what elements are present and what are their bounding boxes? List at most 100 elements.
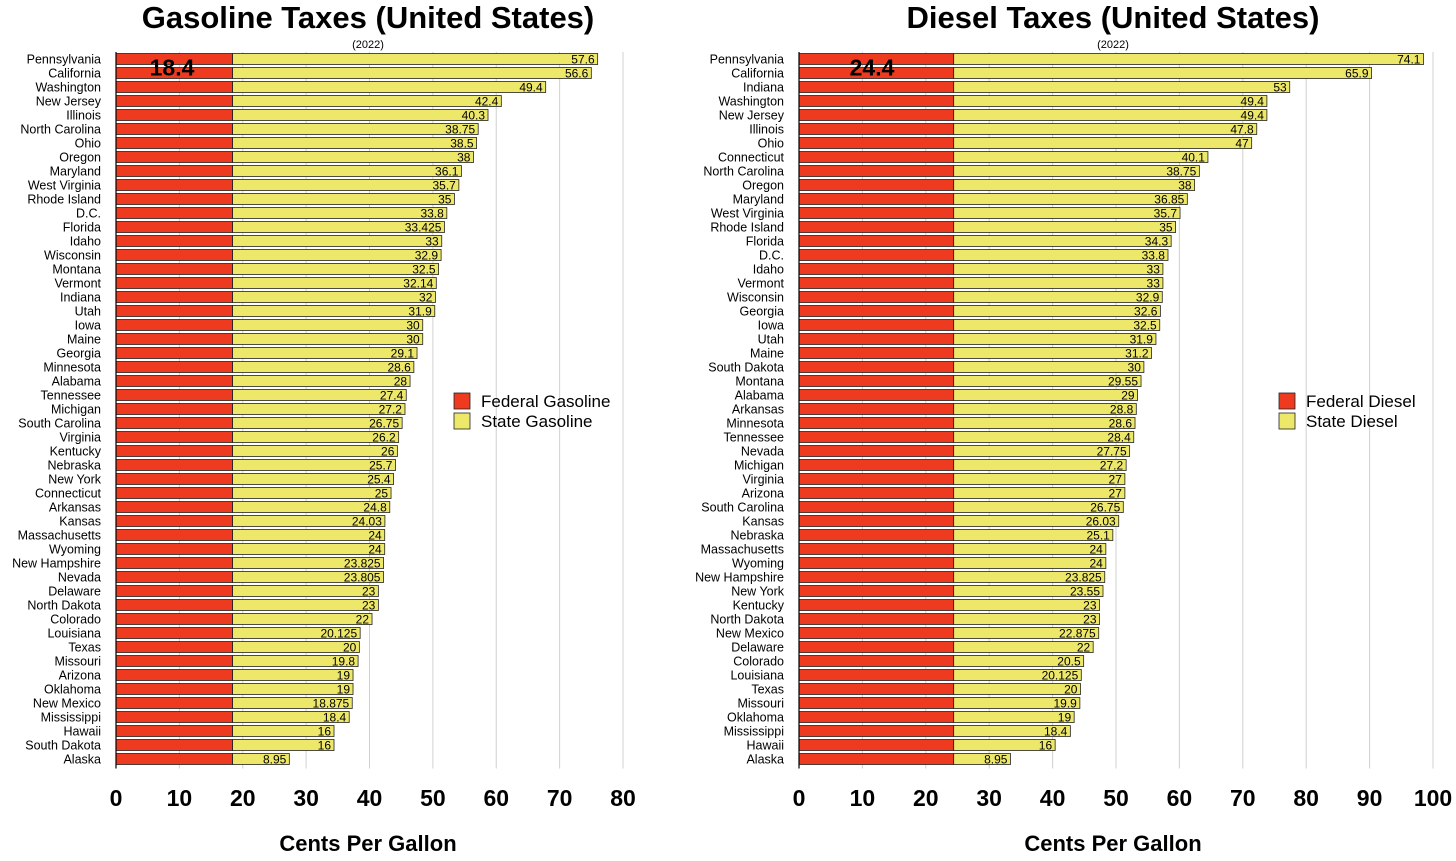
category-label: Maryland	[50, 165, 101, 179]
federal-bar	[798, 361, 955, 373]
federal-bar	[798, 683, 955, 695]
value-label: 38.75	[1166, 165, 1196, 179]
category-label: Arkansas	[732, 403, 784, 417]
federal-bar	[115, 207, 234, 219]
federal-bar	[115, 683, 234, 695]
value-label: 33	[1147, 263, 1161, 277]
value-label: 23.805	[344, 571, 381, 585]
value-label: 38.5	[450, 137, 474, 151]
value-label: 22	[356, 613, 370, 627]
chart-gasoline: Gasoline Taxes (United States) (2022) Penn…	[12, 0, 636, 856]
category-label: Texas	[751, 683, 784, 697]
state-bar	[232, 137, 478, 149]
federal-bar	[798, 179, 955, 191]
state-bar	[232, 95, 502, 107]
state-bar	[232, 389, 407, 401]
value-label: 56.6	[565, 67, 589, 81]
state-bar	[953, 193, 1188, 205]
state-bar	[232, 501, 391, 513]
state-bar	[232, 627, 361, 639]
state-bar	[953, 123, 1258, 135]
category-label: New York	[731, 585, 785, 599]
value-label: 49.4	[519, 81, 543, 95]
category-label: Hawaii	[746, 739, 784, 753]
state-bar	[953, 291, 1163, 303]
federal-bar	[115, 417, 234, 429]
federal-bar	[115, 151, 234, 163]
federal-bar	[115, 529, 234, 541]
state-bar	[953, 613, 1100, 625]
federal-bar	[798, 655, 955, 667]
value-label: 16	[1039, 739, 1053, 753]
category-label: Alabama	[735, 389, 784, 403]
state-bar	[232, 459, 396, 471]
value-label: 47	[1235, 137, 1249, 151]
value-label: 32.5	[1133, 319, 1157, 333]
state-bar	[232, 403, 406, 415]
value-label: 57.6	[571, 53, 595, 67]
category-label: Minnesota	[726, 417, 784, 431]
category-label: Oklahoma	[44, 683, 101, 697]
chart-title: Gasoline Taxes (United States)	[142, 0, 595, 35]
state-bar	[232, 417, 403, 429]
category-label: Texas	[68, 641, 101, 655]
federal-bar	[798, 193, 955, 205]
state-bar	[232, 109, 489, 121]
federal-bar	[115, 501, 234, 513]
state-bar	[953, 277, 1164, 289]
state-bar	[232, 235, 443, 247]
category-label: Mississippi	[724, 725, 784, 739]
state-bar	[232, 193, 455, 205]
federal-bar	[115, 585, 234, 597]
federal-bar	[798, 585, 955, 597]
value-label: 35.7	[1154, 207, 1178, 221]
value-label: 19	[337, 683, 351, 697]
x-tick-label: 80	[1293, 785, 1319, 811]
x-tick-label: 20	[913, 785, 939, 811]
federal-bar	[798, 711, 955, 723]
category-label: New Mexico	[33, 697, 101, 711]
state-bar	[953, 137, 1253, 149]
state-bar	[953, 459, 1127, 471]
value-label: 26.75	[1090, 501, 1120, 515]
federal-bar	[798, 599, 955, 611]
state-bar	[953, 753, 1011, 765]
federal-bar	[798, 697, 955, 709]
x-tick-label: 90	[1357, 785, 1383, 811]
federal-bar	[115, 291, 234, 303]
value-label: 26.03	[1086, 515, 1116, 529]
state-bar	[953, 375, 1142, 387]
category-label: Alabama	[52, 375, 101, 389]
category-label: Idaho	[753, 263, 784, 277]
federal-bar	[798, 137, 955, 149]
state-bar	[232, 291, 436, 303]
category-label: Nebraska	[731, 529, 785, 543]
federal-bar	[115, 333, 234, 345]
federal-bar	[115, 599, 234, 611]
category-label: North Dakota	[710, 613, 784, 627]
federal-bar	[798, 431, 955, 443]
category-label: Georgia	[57, 347, 102, 361]
state-bar	[953, 627, 1100, 639]
state-bar	[953, 697, 1081, 709]
category-label: West Virginia	[711, 207, 784, 221]
value-label: 49.4	[1241, 95, 1265, 109]
category-label: D.C.	[76, 207, 101, 221]
state-bar	[953, 361, 1145, 373]
x-tick-label: 40	[357, 785, 383, 811]
state-bar	[953, 641, 1094, 653]
value-label: 20.125	[320, 627, 357, 641]
federal-bar	[798, 725, 955, 737]
state-bar	[232, 53, 599, 65]
x-tick-label: 50	[420, 785, 446, 811]
value-label: 29.1	[391, 347, 415, 361]
value-label: 29	[1121, 389, 1135, 403]
legend-swatch-federal	[1278, 392, 1296, 410]
category-label: North Carolina	[20, 123, 101, 137]
state-bar	[232, 361, 415, 373]
category-label: Massachusetts	[18, 529, 101, 543]
state-bar	[953, 305, 1161, 317]
federal-bar	[798, 501, 955, 513]
state-bar	[953, 221, 1176, 233]
category-label: Michigan	[51, 403, 101, 417]
